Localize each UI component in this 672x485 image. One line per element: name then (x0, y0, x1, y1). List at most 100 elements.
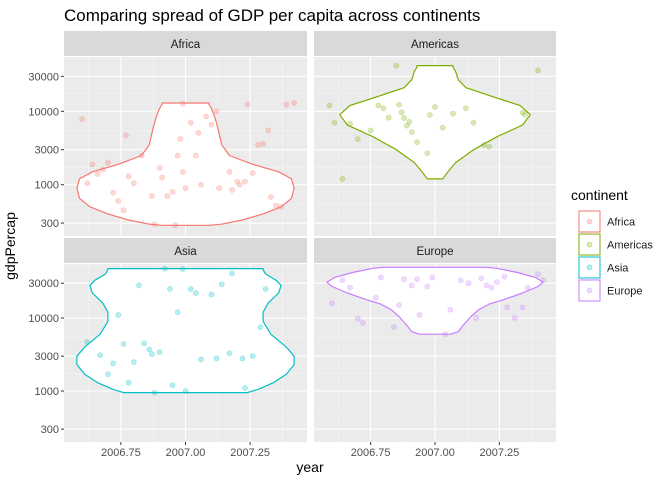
violin-asia (76, 268, 295, 394)
legend-label: Africa (607, 217, 636, 229)
data-point (213, 355, 220, 362)
data-point (486, 143, 492, 150)
data-point (265, 127, 272, 134)
facet-americas: Americas (314, 31, 556, 236)
data-point (179, 100, 186, 107)
data-point (347, 284, 353, 291)
data-point (398, 109, 405, 116)
data-point (462, 105, 469, 112)
y-tick-label: 1000 (35, 180, 59, 192)
y-tick-label: 10000 (28, 106, 59, 118)
data-point (267, 194, 274, 200)
legend-label: Americas (607, 240, 653, 252)
data-point (105, 371, 111, 378)
data-point (148, 193, 155, 199)
data-point (426, 112, 433, 118)
data-point (249, 169, 256, 176)
data-point (540, 277, 546, 284)
data-point (283, 101, 290, 108)
data-point (226, 168, 233, 175)
data-point (148, 351, 155, 357)
data-point (519, 304, 526, 311)
data-point (208, 291, 215, 298)
legend-item-americas: Americas (578, 233, 653, 256)
legend-key-point (586, 241, 593, 248)
legend-key (578, 256, 601, 279)
data-point (236, 181, 243, 188)
data-point (159, 174, 166, 181)
data-point (396, 101, 402, 108)
data-point (457, 277, 464, 284)
data-point (401, 276, 407, 283)
data-point (329, 300, 335, 306)
data-point (97, 352, 104, 358)
data-point (120, 207, 127, 214)
data-point (195, 129, 202, 136)
data-point (424, 150, 431, 156)
data-point (367, 127, 374, 134)
facet-strip (64, 31, 307, 56)
data-point (169, 382, 176, 389)
facet-strip (314, 31, 556, 56)
data-point (416, 312, 423, 318)
data-point (354, 315, 361, 322)
data-point (242, 178, 248, 185)
data-point (375, 102, 382, 109)
x-tick-label: 2007.25 (479, 447, 519, 459)
data-point (110, 360, 116, 367)
chart-title: Comparing spread of GDP per capita acros… (64, 6, 480, 25)
data-point (179, 168, 186, 175)
y-tick-label: 30000 (28, 71, 59, 83)
data-point (473, 315, 480, 321)
data-point (229, 270, 235, 277)
data-point (385, 114, 392, 121)
data-point (339, 175, 346, 182)
data-point (535, 67, 541, 74)
x-tick-label: 2006.75 (351, 447, 391, 459)
data-point (291, 100, 297, 106)
data-point (172, 222, 179, 229)
data-point (187, 286, 194, 292)
data-point (203, 113, 210, 120)
data-point (234, 178, 241, 185)
data-point (442, 331, 449, 338)
data-point (483, 282, 490, 289)
data-point (339, 277, 346, 284)
facet-strip-label: Americas (411, 39, 459, 51)
data-point (480, 141, 487, 148)
data-point (105, 159, 111, 166)
data-point (198, 181, 204, 188)
data-point (123, 132, 129, 139)
data-point (396, 302, 402, 309)
facet-strip (314, 238, 556, 263)
data-point (390, 324, 397, 330)
facet-strip (64, 238, 307, 263)
data-point (130, 180, 137, 187)
data-point (535, 271, 541, 277)
data-point (130, 359, 137, 365)
data-point (493, 279, 500, 286)
legend-label: Europe (607, 286, 642, 298)
data-point (120, 341, 127, 347)
data-point (125, 379, 132, 386)
data-point (522, 111, 528, 118)
data-point (478, 275, 485, 282)
data-point (182, 388, 189, 394)
data-point (244, 101, 251, 108)
data-point (347, 120, 353, 127)
legend-title: continent (571, 187, 628, 203)
data-point (488, 284, 495, 291)
data-point (249, 353, 256, 360)
data-point (192, 152, 199, 159)
legend-item-asia: Asia (578, 256, 629, 279)
data-point (169, 188, 176, 195)
x-axis-title: year (296, 459, 324, 475)
data-point (174, 309, 181, 316)
data-point (257, 324, 264, 330)
data-point (450, 110, 456, 117)
data-point (141, 340, 147, 347)
data-point (208, 121, 215, 128)
data-point (94, 171, 101, 177)
x-tick-label: 2007.00 (166, 447, 206, 459)
violin-americas (339, 65, 531, 180)
